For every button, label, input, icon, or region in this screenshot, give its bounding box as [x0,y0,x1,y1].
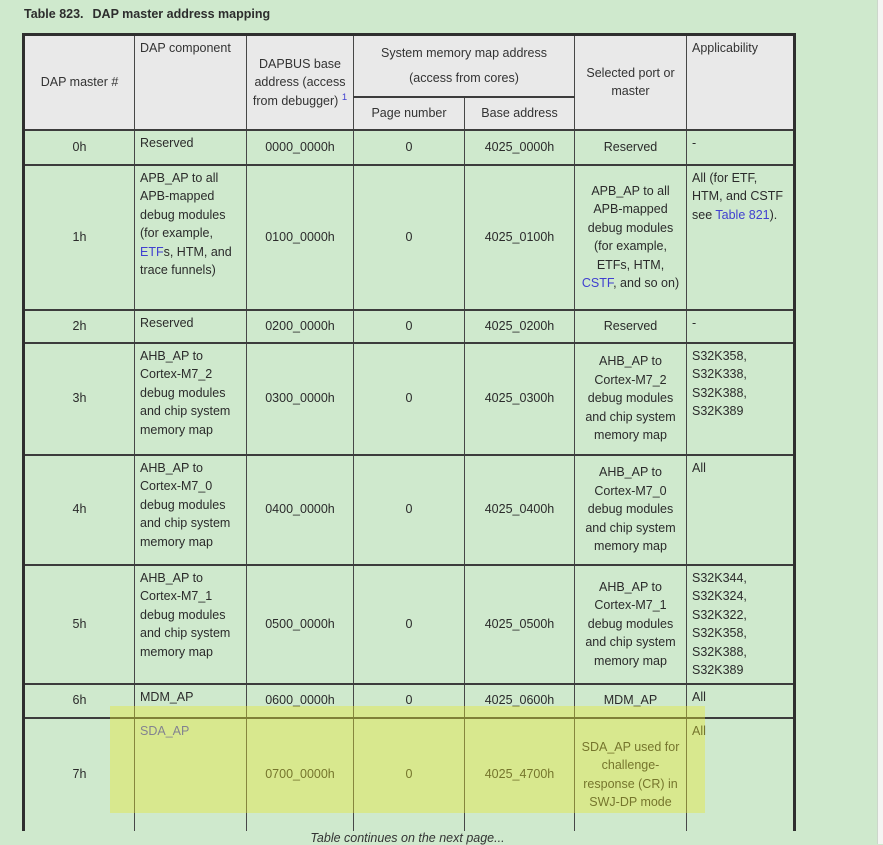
cell-applicability: All [686,717,795,831]
cell-page-number: 0 [353,683,465,719]
table-row-1h: 1h APB_AP to all APB-mapped debug module… [23,164,795,311]
cell-text: All (for ETF, HTM, and CSTF see [692,170,783,222]
cell-base-address: 4025_0000h [464,129,575,166]
table-caption-title: DAP master address mapping [92,7,271,21]
table-row-5h: 5h AHB_AP to Cortex-M7_1 debug modules a… [23,564,795,685]
cell-text: APB_AP to all APB-mapped debug modules (… [587,183,674,272]
cell-dapbus-base: 0000_0000h [246,129,354,166]
cell-selected-port: AHB_AP to Cortex-M7_1 debug modules and … [574,564,687,685]
cell-dap-master: 1h [23,164,135,311]
cell-text: APB_AP to all APB-mapped debug modules (… [140,170,226,241]
cell-page-number: 0 [353,342,465,456]
cell-dap-master: 0h [23,129,135,166]
header-text: (access from cores) [409,71,519,86]
cell-applicability: - [686,129,795,166]
cell-base-address: 4025_0200h [464,309,575,344]
table-row-3h: 3h AHB_AP to Cortex-M7_2 debug modules a… [23,342,795,456]
cell-dap-component: AHB_AP to Cortex-M7_1 debug modules and … [134,564,247,685]
page-margin-strip [877,0,883,844]
table-row-4h: 4h AHB_AP to Cortex-M7_0 debug modules a… [23,454,795,566]
footnote-1-link[interactable]: 1 [341,91,348,103]
cell-base-address: 4025_0300h [464,342,575,456]
cell-applicability: All [686,683,795,719]
cell-base-address: 4025_0600h [464,683,575,719]
header-text: System memory map address [380,45,548,60]
dap-master-address-mapping-table: DAP master # DAP component DAPBUS base a… [22,33,796,831]
col-header-page-number: Page number [353,96,465,131]
cell-selected-port: APB_AP to all APB-mapped debug modules (… [574,164,687,311]
cell-dap-master: 6h [23,683,135,719]
table-row-2h: 2h Reserved 0200_0000h 0 4025_0200h Rese… [23,309,795,344]
etf-link[interactable]: ETF [140,244,164,259]
cell-dapbus-base: 0300_0000h [246,342,354,456]
cell-applicability: - [686,309,795,344]
col-header-dap-component: DAP component [134,34,247,131]
col-header-dap-master: DAP master # [23,34,135,131]
col-header-system-memory-map: System memory map address (access from c… [353,34,575,98]
cell-dapbus-base: 0100_0000h [246,164,354,311]
table-caption: Table 823. DAP master address mapping [24,7,270,21]
table-caption-label: Table 823. [24,7,84,21]
cell-base-address: 4025_0100h [464,164,575,311]
col-header-selected-port: Selected port or master [574,34,687,131]
table-row-0h: 0h Reserved 0000_0000h 0 4025_0000h Rese… [23,129,795,166]
cell-dapbus-base: 0400_0000h [246,454,354,566]
cell-page-number: 0 [353,454,465,566]
cell-dap-master: 2h [23,309,135,344]
cell-dapbus-base: 0500_0000h [246,564,354,685]
cell-text: s, HTM, and trace funnels) [140,244,232,278]
cell-dap-master: 7h [23,717,135,831]
cell-dap-component: SDA_AP [134,717,247,831]
cell-base-address: 4025_0400h [464,454,575,566]
header-text: DAPBUS base address (access from debugge… [252,56,346,108]
cell-dapbus-base: 0600_0000h [246,683,354,719]
cell-dap-component: Reserved [134,309,247,344]
cell-text: , and so on) [613,276,680,290]
cell-applicability: All [686,454,795,566]
table-continues-note: Table continues on the next page... [310,831,505,845]
cstf-link[interactable]: CSTF [581,276,614,290]
cell-text: ). [769,207,778,222]
cell-selected-port: Reserved [574,309,687,344]
cell-dap-component: AHB_AP to Cortex-M7_2 debug modules and … [134,342,247,456]
cell-page-number: 0 [353,564,465,685]
cell-dapbus-base: 0700_0000h [246,717,354,831]
cell-selected-port: AHB_AP to Cortex-M7_2 debug modules and … [574,342,687,456]
cell-applicability: All (for ETF, HTM, and CSTF see Table 82… [686,164,795,311]
cell-dap-component: APB_AP to all APB-mapped debug modules (… [134,164,247,311]
cell-dap-master: 5h [23,564,135,685]
table-row-6h: 6h MDM_AP 0600_0000h 0 4025_0600h MDM_AP… [23,683,795,719]
cell-dap-master: 4h [23,454,135,566]
cell-applicability: S32K358, S32K338, S32K388, S32K389 [686,342,795,456]
header-row-main: DAP master # DAP component DAPBUS base a… [23,34,795,131]
cell-page-number: 0 [353,164,465,311]
col-header-applicability: Applicability [686,34,795,131]
cell-base-address: 4025_4700h [464,717,575,831]
table-row-7h: 7h SDA_AP 0700_0000h 0 4025_4700h SDA_AP… [23,717,795,831]
cell-selected-port: AHB_AP to Cortex-M7_0 debug modules and … [574,454,687,566]
cell-dap-component: MDM_AP [134,683,247,719]
cell-page-number: 0 [353,129,465,166]
cell-selected-port: SDA_AP used for challenge-response (CR) … [574,717,687,831]
cell-dap-component: Reserved [134,129,247,166]
cell-page-number: 0 [353,309,465,344]
table-821-link[interactable]: Table 821 [715,207,770,222]
sda-ap-link[interactable]: SDA_AP [140,723,190,738]
cell-selected-port: Reserved [574,129,687,166]
cell-applicability: S32K344, S32K324, S32K322, S32K358, S32K… [686,564,795,685]
col-header-base-address: Base address [464,96,575,131]
cell-dap-component: AHB_AP to Cortex-M7_0 debug modules and … [134,454,247,566]
header-row-sub: Page number Base address [24,96,795,131]
cell-selected-port: MDM_AP [574,683,687,719]
cell-base-address: 4025_0500h [464,564,575,685]
cell-dapbus-base: 0200_0000h [246,309,354,344]
col-header-dapbus-base-address: DAPBUS base address (access from debugge… [246,34,354,131]
cell-page-number: 0 [353,717,465,831]
cell-dap-master: 3h [23,342,135,456]
